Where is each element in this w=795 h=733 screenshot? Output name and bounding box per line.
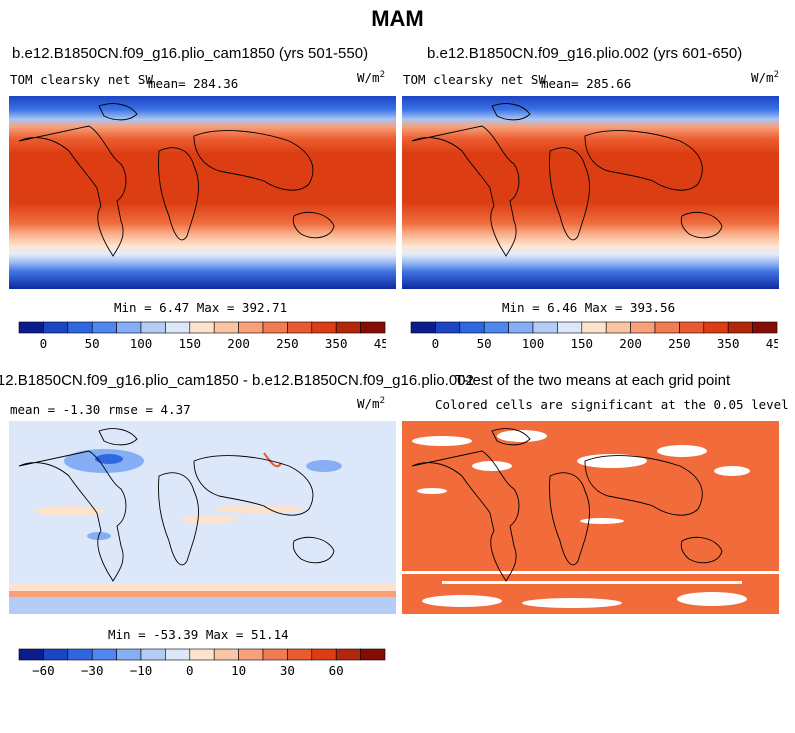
panel-2-mean: mean= 285.66 <box>541 76 632 91</box>
panel-1-mean: mean= 284.36 <box>148 76 239 91</box>
colorbar-box <box>605 321 631 334</box>
colorbar-box <box>752 321 778 334</box>
colorbar-tick-label: −30 <box>81 663 104 678</box>
colorbar-box <box>703 321 729 334</box>
colorbar-box <box>165 648 191 661</box>
colorbar-box <box>91 648 117 661</box>
panel-2-stats: Min = 6.46 Max = 393.56 <box>502 300 676 315</box>
colorbar-tick-label: 30 <box>280 663 295 678</box>
colorbar-box <box>435 321 461 334</box>
panel-2-title: b.e12.B1850CN.f09_g16.plio.002 (yrs 601-… <box>427 45 743 62</box>
colorbar-box <box>360 321 386 334</box>
colorbar-box <box>335 648 361 661</box>
colorbar-box <box>189 321 215 334</box>
colorbar-tick-label: 0 <box>432 336 440 351</box>
colorbar-tick-label: 10 <box>231 663 246 678</box>
colorbar-tick-label: 0 <box>40 336 48 351</box>
colorbar-box <box>116 321 142 334</box>
colorbar-box <box>213 321 239 334</box>
figure-title: MAM <box>371 6 424 31</box>
colorbar-box <box>67 321 93 334</box>
colorbar-box <box>508 321 534 334</box>
colorbar-boxes <box>18 321 386 334</box>
panel-4-map <box>402 421 779 614</box>
colorbar-tick-label: 150 <box>179 336 202 351</box>
colorbar-box <box>360 648 386 661</box>
colorbar-box <box>43 648 69 661</box>
colorbar-box <box>287 648 313 661</box>
colorbar-tick-label: 50 <box>477 336 492 351</box>
panel-4-title: T-test of the two means at each grid poi… <box>455 372 731 389</box>
panel-2-map <box>402 96 779 289</box>
panel-3-title: b.e12.B1850CN.f09_g16.plio_cam1850 - b.e… <box>0 372 474 389</box>
colorbar-box <box>213 648 239 661</box>
colorbar-tick-label: 50 <box>85 336 100 351</box>
colorbar-labels: −60 −30 −10 0 10 30 60 <box>32 663 344 678</box>
colorbar-box <box>140 648 166 661</box>
colorbar-tick-label: 450 <box>766 336 778 351</box>
colorbar-tick-label: 200 <box>227 336 250 351</box>
colorbar-box <box>679 321 705 334</box>
colorbar-box <box>557 321 583 334</box>
colorbar-box <box>483 321 509 334</box>
panel-1-map <box>9 96 396 289</box>
colorbar-tick-label: 100 <box>522 336 545 351</box>
colorbar-tick-label: 100 <box>130 336 153 351</box>
colorbar-box <box>727 321 753 334</box>
colorbar-box <box>91 321 117 334</box>
colorbar-tick-label: 150 <box>571 336 594 351</box>
colorbar-box <box>287 321 313 334</box>
colorbar-boxes <box>410 321 778 334</box>
colorbar-box <box>18 321 44 334</box>
panel-4-subtitle: Colored cells are significant at the 0.0… <box>435 397 789 412</box>
colorbar-box <box>140 321 166 334</box>
panel-1-title: b.e12.B1850CN.f09_g16.plio_cam1850 (yrs … <box>12 45 369 62</box>
panel-2-units: W/m2 <box>751 70 779 86</box>
colorbar-tick-label: −10 <box>130 663 153 678</box>
panel-1-stats: Min = 6.47 Max = 392.71 <box>114 300 288 315</box>
panel-1-colorbar: 0 50 100 150 200 250 350 450 <box>18 321 386 351</box>
panel-3-stats: Min = -53.39 Max = 51.14 <box>108 627 289 642</box>
colorbar-box <box>165 321 191 334</box>
panel-3-units: W/m2 <box>357 396 385 412</box>
colorbar-tick-label: 250 <box>276 336 299 351</box>
colorbar-tick-label: 350 <box>717 336 740 351</box>
colorbar-box <box>238 648 264 661</box>
colorbar-box <box>43 321 69 334</box>
colorbar-box <box>311 321 337 334</box>
colorbar-box <box>18 648 44 661</box>
colorbar-box <box>262 321 288 334</box>
colorbar-boxes <box>18 648 386 661</box>
panel-3-colorbar: −60 −30 −10 0 10 30 60 <box>18 648 386 678</box>
colorbar-box <box>238 321 264 334</box>
colorbar-box <box>262 648 288 661</box>
colorbar-box <box>311 648 337 661</box>
colorbar-box <box>459 321 485 334</box>
colorbar-box <box>532 321 558 334</box>
panel-3-mean-rmse: mean = -1.30 rmse = 4.37 <box>10 402 191 417</box>
panel-2-colorbar: 0 50 100 150 200 250 350 450 <box>410 321 778 351</box>
colorbar-tick-label: 250 <box>668 336 691 351</box>
colorbar-tick-label: 60 <box>329 663 344 678</box>
colorbar-box <box>410 321 436 334</box>
panel-1-units: W/m2 <box>357 70 385 86</box>
colorbar-tick-label: −60 <box>32 663 55 678</box>
colorbar-box <box>67 648 93 661</box>
colorbar-box <box>630 321 656 334</box>
colorbar-labels: 0 50 100 150 200 250 350 450 <box>432 336 778 351</box>
colorbar-tick-label: 200 <box>619 336 642 351</box>
colorbar-box <box>189 648 215 661</box>
panel-1-variable-label: TOM clearsky net SW <box>10 72 153 87</box>
colorbar-box <box>335 321 361 334</box>
panel-2-variable-label: TOM clearsky net SW <box>403 72 546 87</box>
colorbar-tick-label: 350 <box>325 336 348 351</box>
colorbar-labels: 0 50 100 150 200 250 350 450 <box>40 336 386 351</box>
colorbar-box <box>581 321 607 334</box>
colorbar-box <box>116 648 142 661</box>
colorbar-tick-label: 450 <box>374 336 386 351</box>
colorbar-tick-label: 0 <box>186 663 194 678</box>
colorbar-box <box>654 321 680 334</box>
panel-3-map <box>9 421 396 614</box>
